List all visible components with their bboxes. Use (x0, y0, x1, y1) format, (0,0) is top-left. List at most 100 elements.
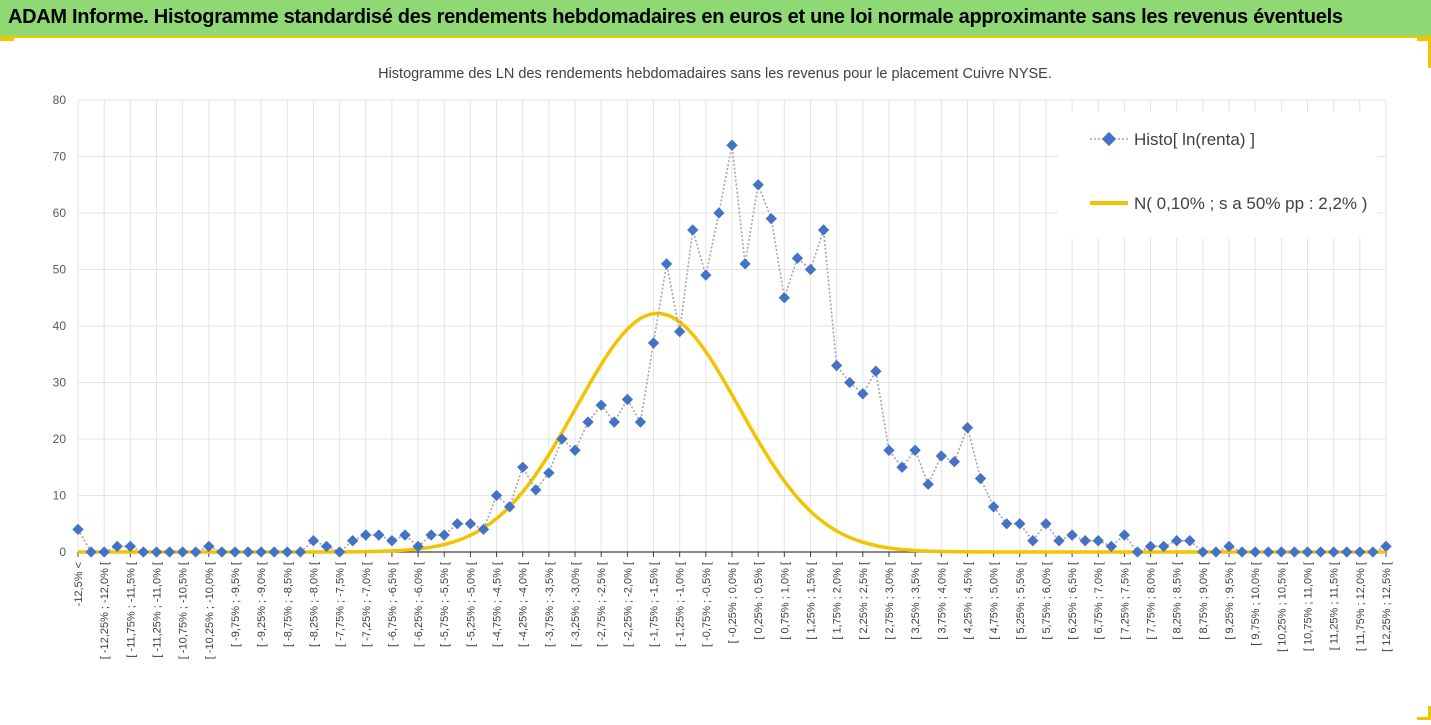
histogram-point (753, 179, 764, 190)
histogram-point (556, 433, 567, 444)
x-tick-label: [ 1,25% ; 1,5% [ (805, 562, 817, 640)
x-tick-label: [ 10,25% ; 10,5% [ (1276, 562, 1288, 652)
x-tick-label: [ 11,75% ; 12,0% [ (1355, 562, 1367, 651)
histogram-point (269, 546, 280, 557)
histogram-point (818, 224, 829, 235)
histogram-point (661, 258, 672, 269)
histogram-point (857, 388, 868, 399)
x-tick-label: [ 5,75% ; 6,0% [ (1041, 562, 1053, 640)
x-tick-label: [ 3,25% ; 3,5% [ (910, 562, 922, 640)
histogram-point (530, 484, 541, 495)
legend-label-histo: Histo[ ln(renta) ] (1134, 130, 1255, 149)
x-tick-label: [ 3,75% ; 4,0% [ (936, 562, 948, 640)
histogram-point (242, 546, 253, 557)
chart-title: Histogramme des LN des rendements hebdom… (378, 66, 1052, 82)
x-tick-label: [ 11,25% ; 11,5% [ (1329, 562, 1341, 650)
histogram-point (779, 292, 790, 303)
x-tick-label: [ 0,25% ; 0,5% [ (753, 562, 765, 640)
histogram-point (1066, 529, 1077, 540)
histogram-point (726, 140, 737, 151)
x-tick-label: -12,5% < (73, 562, 85, 606)
histogram-point (936, 450, 947, 461)
x-tick-label: [ -6,75% ; -6,5% [ (387, 562, 399, 647)
histogram-point (1328, 546, 1339, 557)
x-tick-label: [ -5,25% ; -5,0% [ (465, 562, 477, 647)
histogram-point (1315, 546, 1326, 557)
x-tick-label: [ 4,25% ; 4,5% [ (962, 562, 974, 640)
x-tick-label: [ -10,25% ; -10,0% [ (204, 562, 216, 659)
histogram-point (674, 326, 685, 337)
x-tick-label: [ 1,75% ; 2,0% [ (832, 562, 844, 640)
histogram-point (635, 416, 646, 427)
histogram-point (962, 422, 973, 433)
histogram-point (386, 535, 397, 546)
histogram-point (949, 456, 960, 467)
x-tick-label: [ -11,75% ; -11,5% [ (125, 562, 137, 658)
histogram-point (72, 524, 83, 535)
y-tick-label: 80 (53, 93, 67, 107)
y-tick-label: 40 (53, 319, 67, 333)
x-tick-label: [ -9,75% ; -9,5% [ (230, 562, 242, 647)
histogram-point (229, 546, 240, 557)
histogram-point (1250, 546, 1261, 557)
histogram-point (452, 518, 463, 529)
y-tick-label: 10 (53, 489, 67, 503)
histogram-point (975, 473, 986, 484)
x-tick-label: [ 7,75% ; 8,0% [ (1146, 562, 1158, 640)
histogram-point (687, 224, 698, 235)
histogram-point (1302, 546, 1313, 557)
histogram-point (1236, 546, 1247, 557)
histogram-point (766, 213, 777, 224)
x-tick-label: [ 9,75% ; 10,0% [ (1250, 562, 1262, 646)
histogram-point (190, 546, 201, 557)
histogram-point (713, 207, 724, 218)
x-tick-label: [ 10,75% ; 11,0% [ (1303, 562, 1315, 651)
x-tick-label: [ -10,75% ; -10,5% [ (178, 562, 190, 659)
histogram-point (622, 394, 633, 405)
x-tick-label: [ -1,25% ; -1,0% [ (675, 562, 687, 647)
x-tick-label: [ -7,75% ; -7,5% [ (335, 562, 347, 647)
y-tick-label: 50 (53, 263, 67, 277)
histogram-point (1263, 546, 1274, 557)
x-tick-label: [ 8,75% ; 9,0% [ (1198, 562, 1210, 640)
x-tick-label: [ 5,25% ; 5,5% [ (1015, 562, 1027, 640)
histogram-point (138, 546, 149, 557)
x-tick-label: [ 7,25% ; 7,5% [ (1119, 562, 1131, 640)
x-tick-label: [ -0,25% ; 0,0% [ (727, 562, 739, 643)
histogram-point (99, 546, 110, 557)
x-tick-label: [ 2,75% ; 3,0% [ (884, 562, 896, 640)
x-tick-label: [ 6,75% ; 7,0% [ (1093, 562, 1105, 640)
histogram-point (1171, 535, 1182, 546)
x-tick-label: [ -4,75% ; -4,5% [ (492, 562, 504, 647)
histogram-point (85, 546, 96, 557)
histogram-point (700, 269, 711, 280)
y-tick-label: 20 (53, 432, 67, 446)
x-tick-label: [ 8,25% ; 8,5% [ (1172, 562, 1184, 640)
histogram-point (308, 535, 319, 546)
chart-frame: Histogramme des LN des rendements hebdom… (0, 38, 1431, 720)
histogram-chart: Histogramme des LN des rendements hebdom… (0, 38, 1431, 720)
histogram-point (517, 462, 528, 473)
x-tick-label: [ 9,25% ; 9,5% [ (1224, 562, 1236, 640)
x-tick-label: [ 2,25% ; 2,5% [ (858, 562, 870, 640)
histogram-point (177, 546, 188, 557)
x-tick-label: [ -0,75% ; -0,5% [ (701, 562, 713, 647)
x-tick-label: [ 12,25% ; 12,5% [ (1381, 562, 1393, 652)
histogram-point (216, 546, 227, 557)
histogram-point (1080, 535, 1091, 546)
y-tick-label: 0 (59, 545, 66, 559)
histogram-point (648, 337, 659, 348)
histogram-point (1341, 546, 1352, 557)
histogram-point (151, 546, 162, 557)
x-tick-label: [ -8,75% ; -8,5% [ (282, 562, 294, 647)
x-tick-label: [ -2,75% ; -2,5% [ (596, 562, 608, 647)
histogram-point (164, 546, 175, 557)
histogram-point (1210, 546, 1221, 557)
y-tick-label: 70 (53, 150, 67, 164)
legend-label-normal: N( 0,10% ; s a 50% pp : 2,2% ) (1134, 194, 1367, 213)
x-tick-label: [ -12,25% ; -12,0% [ (99, 562, 111, 659)
histogram-point (1093, 535, 1104, 546)
histogram-point (1367, 546, 1378, 557)
histogram-point (465, 518, 476, 529)
